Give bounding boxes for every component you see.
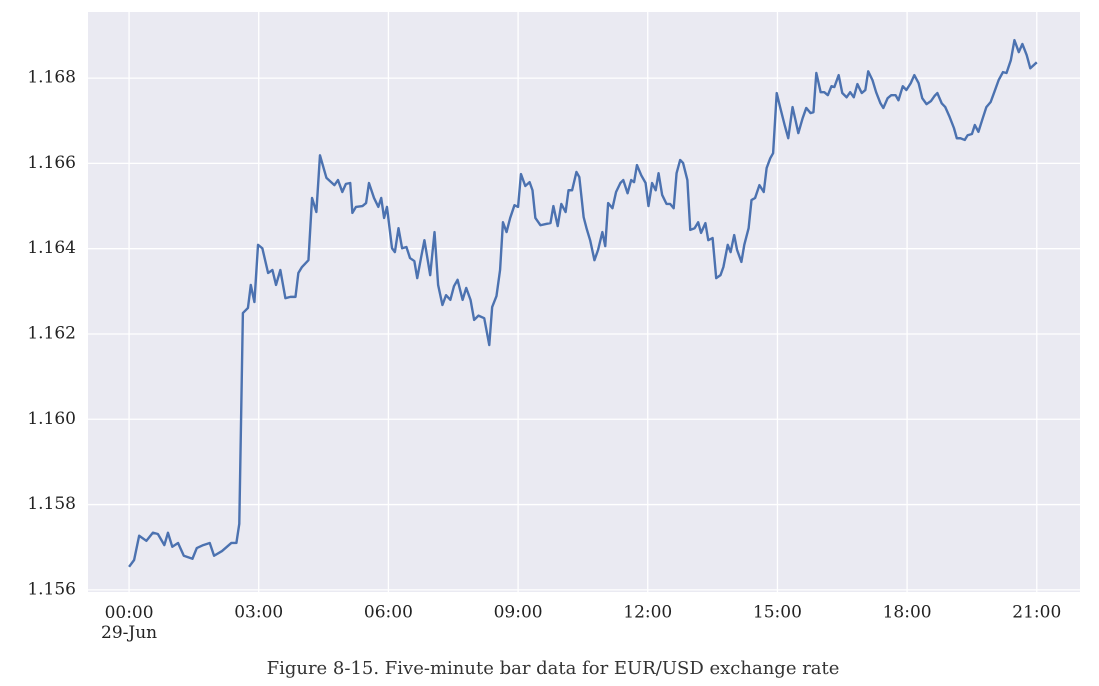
x-tick-label: 06:00 xyxy=(364,603,413,623)
y-tick-label: 1.160 xyxy=(27,409,76,429)
x-tick-label: 00:00 29-Jun xyxy=(101,603,157,643)
x-tick-label: 12:00 xyxy=(623,603,672,623)
x-tick-label: 03:00 xyxy=(234,603,283,623)
x-tick-label: 18:00 xyxy=(883,603,932,623)
y-tick-label: 1.158 xyxy=(27,494,76,514)
y-tick-label: 1.168 xyxy=(27,68,76,88)
x-tick-label: 21:00 xyxy=(1012,603,1061,623)
y-tick-label: 1.162 xyxy=(27,323,76,343)
chart-caption: Figure 8-15. Five-minute bar data for EU… xyxy=(267,658,840,679)
x-tick-label: 15:00 xyxy=(753,603,802,623)
y-tick-label: 1.156 xyxy=(27,579,76,599)
y-tick-label: 1.164 xyxy=(27,238,76,258)
x-tick-label: 09:00 xyxy=(494,603,543,623)
y-tick-label: 1.166 xyxy=(27,153,76,173)
price-line xyxy=(128,38,1038,568)
